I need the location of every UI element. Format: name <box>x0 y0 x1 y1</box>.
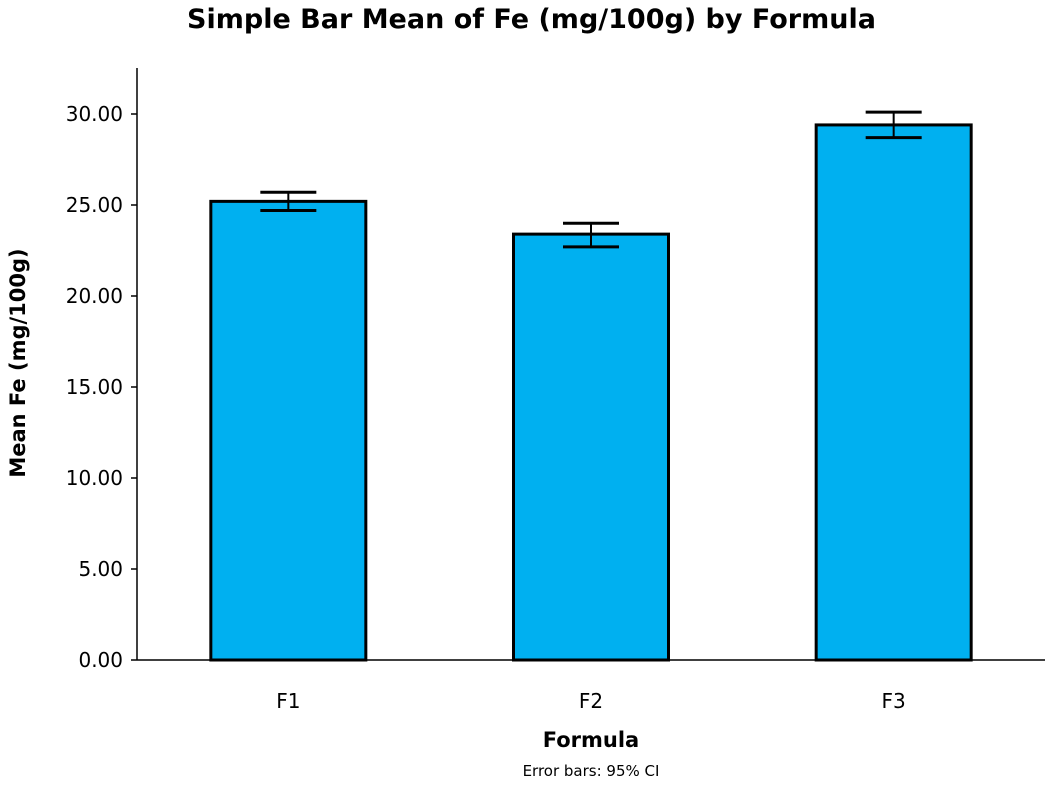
x-tick-label: F2 <box>579 689 603 713</box>
y-tick-label: 0.00 <box>78 648 123 672</box>
chart-title: Simple Bar Mean of Fe (mg/100g) by Formu… <box>187 4 876 35</box>
x-axis-label: Formula <box>542 728 640 752</box>
error-bar-note: Error bars: 95% CI <box>522 762 660 780</box>
y-tick-label: 5.00 <box>78 557 123 581</box>
x-tick-label: F1 <box>276 689 300 713</box>
bar-F2 <box>512 232 670 662</box>
y-tick-label: 25.00 <box>66 193 123 217</box>
y-tick-label: 15.00 <box>66 375 123 399</box>
bar-F3 <box>814 123 973 662</box>
x-tick-label: F3 <box>882 689 906 713</box>
y-tick-label: 10.00 <box>66 466 123 490</box>
y-tick-label: 20.00 <box>66 284 123 308</box>
bar-F1 <box>209 199 368 662</box>
y-tick-label: 30.00 <box>66 102 123 126</box>
